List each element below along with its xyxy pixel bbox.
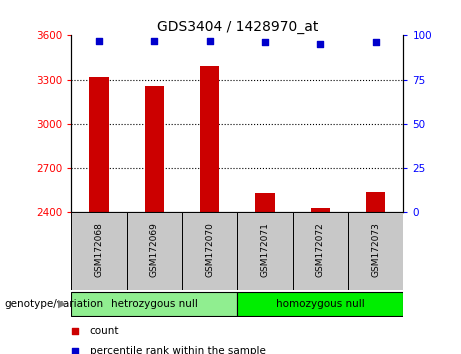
Text: GSM172069: GSM172069 — [150, 222, 159, 277]
Bar — [348, 212, 403, 290]
Text: GSM172070: GSM172070 — [205, 222, 214, 277]
Text: genotype/variation: genotype/variation — [5, 298, 104, 309]
Point — [95, 38, 103, 44]
Point — [71, 329, 78, 334]
Bar — [237, 292, 403, 315]
Text: percentile rank within the sample: percentile rank within the sample — [90, 346, 266, 354]
Text: GSM172068: GSM172068 — [95, 222, 104, 277]
Text: GSM172072: GSM172072 — [316, 222, 325, 277]
Text: GSM172071: GSM172071 — [260, 222, 270, 277]
Bar — [182, 212, 237, 290]
Bar — [311, 208, 330, 212]
Text: homozygous null: homozygous null — [276, 298, 365, 309]
Bar — [237, 212, 293, 290]
Title: GDS3404 / 1428970_at: GDS3404 / 1428970_at — [157, 21, 318, 34]
Point — [206, 38, 213, 44]
Point — [151, 38, 158, 44]
Point — [71, 348, 78, 354]
Bar — [89, 77, 109, 212]
Bar — [71, 292, 237, 315]
Text: ▶: ▶ — [58, 298, 66, 309]
Point — [261, 40, 269, 45]
Bar — [127, 212, 182, 290]
Bar — [71, 212, 127, 290]
Bar — [145, 86, 164, 212]
Point — [317, 41, 324, 47]
Point — [372, 40, 379, 45]
Text: hetrozygous null: hetrozygous null — [111, 298, 198, 309]
Bar — [200, 67, 219, 212]
Text: GSM172073: GSM172073 — [371, 222, 380, 277]
Bar — [293, 212, 348, 290]
Text: count: count — [90, 326, 119, 336]
Bar — [255, 193, 275, 212]
Bar — [366, 193, 385, 212]
